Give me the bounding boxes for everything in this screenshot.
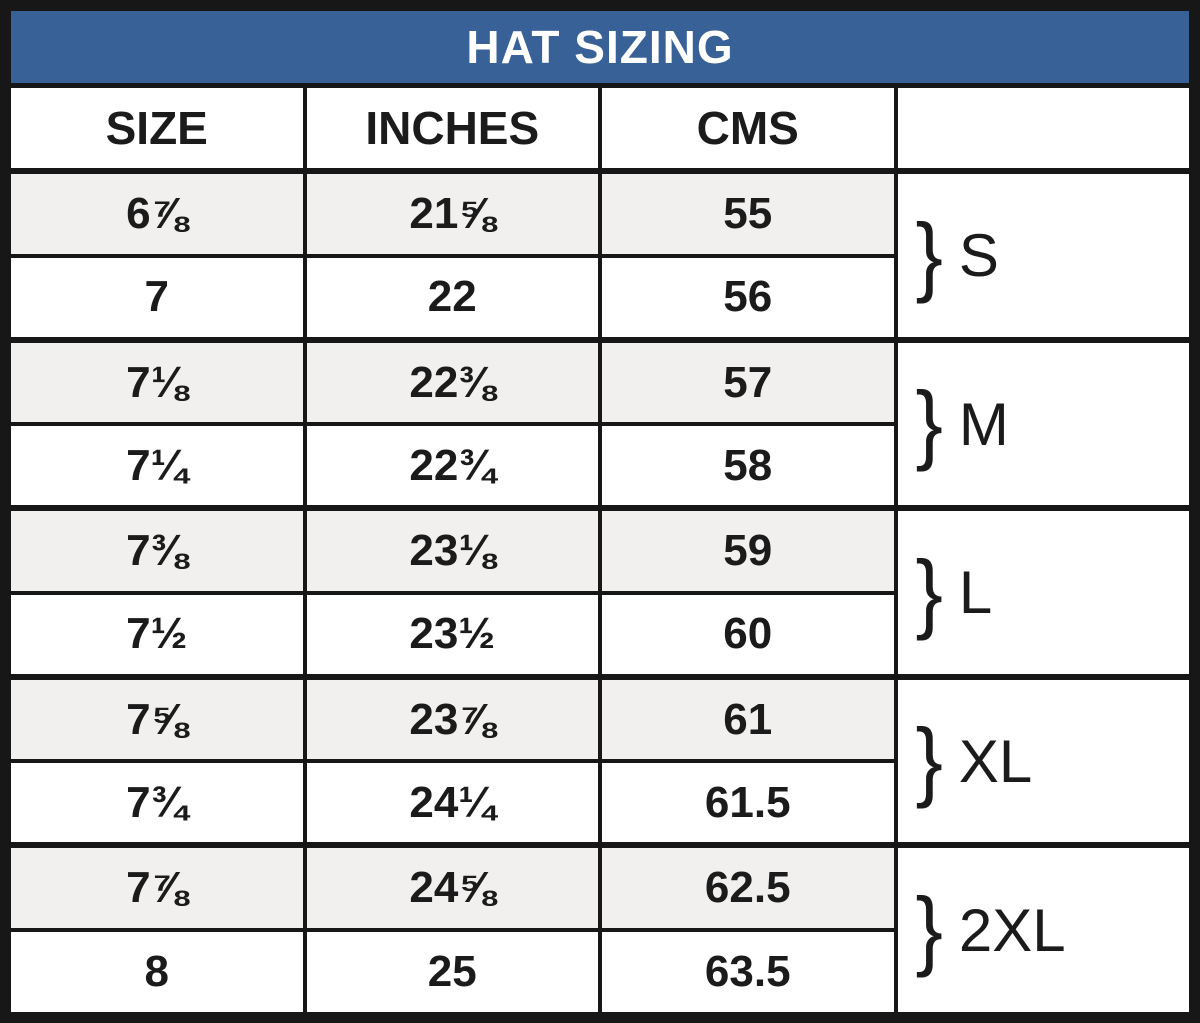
cms-cell: 61.5 (598, 759, 898, 848)
table-row: 6⅞ 21⅝ 55 } S (7, 168, 1193, 342)
size-cell: 7⅝ (7, 673, 307, 764)
brace-icon: } (915, 206, 943, 305)
size-cell: 7½ (7, 590, 307, 679)
group-label: L (958, 559, 993, 627)
size-cell: 8 (7, 927, 307, 1017)
cms-cell: 55 (598, 168, 898, 258)
inches-cell: 22¾ (302, 422, 602, 511)
column-header-row: SIZE INCHES CMS (7, 83, 1193, 175)
table-row: 8 25 63.5 (7, 927, 1191, 1017)
table-row: 7⅝ 23⅞ 61 } XL (7, 673, 1193, 848)
group-cell-l: } L (893, 505, 1193, 679)
cms-cell: 61 (598, 673, 898, 764)
size-cell: 7¾ (7, 759, 307, 848)
inches-cell: 22 (302, 253, 602, 342)
inches-cell: 25 (302, 927, 602, 1017)
inches-cell: 21⅝ (302, 168, 602, 258)
cms-cell: 58 (598, 422, 898, 511)
brace-icon: } (915, 880, 943, 980)
table-row: 7½ 23½ 60 (7, 590, 1191, 679)
brace-icon: } (915, 543, 943, 642)
title-row: HAT SIZING (7, 7, 1193, 89)
cms-cell: 60 (598, 590, 898, 679)
inches-cell: 24¼ (302, 759, 602, 848)
size-cell: 6⅞ (7, 168, 307, 258)
cms-cell: 56 (598, 253, 898, 342)
group-label: M (958, 390, 1009, 458)
hat-sizing-table: HAT SIZING SIZE INCHES CMS 6⅞ 21⅝ 55 } S (7, 7, 1193, 1017)
inches-cell: 23½ (302, 590, 602, 679)
table-row: 7¼ 22¾ 58 (7, 422, 1191, 511)
brace-icon: } (915, 711, 943, 810)
page-title: HAT SIZING (7, 7, 1193, 89)
inches-cell: 23⅞ (302, 673, 602, 764)
cms-cell: 57 (598, 336, 898, 427)
group-cell-2xl: } 2XL (893, 842, 1193, 1016)
scan-artifact-line (0, 856, 3, 1014)
cms-cell: 62.5 (598, 842, 898, 932)
table-row: 7 22 56 (7, 253, 1191, 342)
table-row: 7¾ 24¼ 61.5 (7, 759, 1191, 848)
inches-cell: 22⅜ (302, 336, 602, 427)
table-row: 7⅛ 22⅜ 57 } M (7, 336, 1193, 511)
cms-cell: 63.5 (598, 927, 898, 1017)
table-row: 7⅞ 24⅝ 62.5 } 2XL (7, 842, 1193, 1016)
group-label: S (958, 222, 999, 290)
inches-cell: 24⅝ (302, 842, 602, 932)
group-cell-m: } M (893, 336, 1193, 511)
group-label: 2XL (958, 896, 1066, 964)
group-cell-xl: } XL (893, 673, 1193, 848)
size-cell: 7⅜ (7, 505, 307, 595)
cms-cell: 59 (598, 505, 898, 595)
column-header-group (893, 83, 1193, 175)
size-cell: 7⅛ (7, 336, 307, 427)
table-row: 7⅜ 23⅛ 59 } L (7, 505, 1193, 679)
size-cell: 7 (7, 253, 307, 342)
group-cell-s: } S (893, 168, 1193, 342)
size-cell: 7⅞ (7, 842, 307, 932)
size-cell: 7¼ (7, 422, 307, 511)
column-header-size: SIZE (7, 83, 307, 175)
column-header-cms: CMS (598, 83, 898, 175)
group-label: XL (958, 727, 1033, 795)
inches-cell: 23⅛ (302, 505, 602, 595)
brace-icon: } (915, 374, 943, 473)
column-header-inches: INCHES (302, 83, 602, 175)
